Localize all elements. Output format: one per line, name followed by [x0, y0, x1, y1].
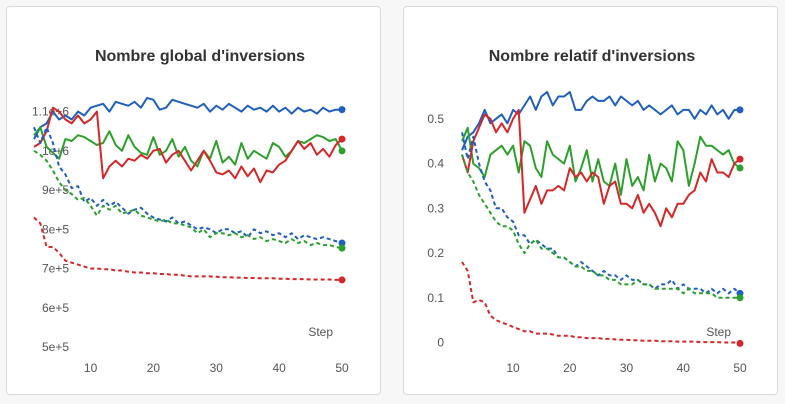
- series-line: [461, 132, 741, 295]
- series-line: [461, 108, 741, 228]
- series-line: [461, 154, 740, 299]
- y-tick-label: 9e+5: [42, 183, 69, 197]
- chart-panel-global: Nombre global d'inversions Step 5e+5 6e+5…: [6, 6, 381, 395]
- series-line: [33, 96, 342, 140]
- series-line: [33, 106, 343, 184]
- x-tick-label: 40: [677, 361, 691, 375]
- y-tick-label: 0.2: [427, 246, 444, 260]
- series-end-point: [338, 106, 346, 114]
- x-tick-label: 10: [84, 361, 98, 375]
- series-end-point: [736, 294, 744, 302]
- y-tick-label: 8e+5: [42, 222, 69, 236]
- series-line: [461, 91, 740, 151]
- y-tick-label: 0.1: [427, 291, 444, 305]
- x-tick-label: 30: [210, 361, 224, 375]
- series-end-point: [338, 244, 346, 252]
- x-tick-label: 50: [733, 361, 747, 375]
- chart-title: Nombre relatif d'inversions: [489, 48, 696, 65]
- series-line: [33, 126, 343, 244]
- series-line: [33, 216, 342, 281]
- series-end-point: [338, 135, 346, 143]
- y-tick-label: 0.3: [427, 201, 444, 215]
- x-tick-label: 10: [506, 361, 520, 375]
- x-tick-label: 20: [563, 361, 577, 375]
- chart-panel-relative: Nombre relatif d'inversions Step 0 0.1 0.2…: [403, 6, 778, 395]
- chart-global-inversions: Nombre global d'inversions Step 5e+5 6e+5…: [32, 48, 349, 375]
- series-end-point: [338, 239, 346, 247]
- series-line: [461, 126, 741, 196]
- x-tick-label: 40: [272, 361, 286, 375]
- x-tick-label: 50: [335, 361, 349, 375]
- y-tick-label: 7e+5: [42, 262, 69, 276]
- x-tick-label: 20: [147, 361, 161, 375]
- series-end-point: [736, 106, 744, 114]
- chart-relative-inversions: Nombre relatif d'inversions Step 0 0.1 0.2…: [427, 48, 747, 375]
- series-end-point: [736, 339, 744, 347]
- y-tick-label: 1.1e+6: [32, 105, 69, 119]
- y-tick-label: 0.5: [427, 112, 444, 126]
- series-end-point: [338, 147, 346, 155]
- chart-title: Nombre global d'inversions: [95, 48, 305, 65]
- series-line: [33, 126, 343, 168]
- y-tick-label: 6e+5: [42, 301, 69, 315]
- series-end-point: [338, 276, 346, 284]
- series-line: [461, 261, 741, 345]
- y-tick-label: 5e+5: [42, 340, 69, 354]
- x-axis-label: Step: [308, 325, 333, 339]
- series-end-point: [736, 164, 744, 172]
- x-tick-label: 30: [620, 361, 634, 375]
- series-line: [33, 149, 343, 250]
- y-tick-label: 0: [437, 336, 444, 350]
- series-end-point: [736, 155, 744, 163]
- x-axis-label: Step: [706, 325, 731, 339]
- y-tick-label: 0.4: [427, 157, 444, 171]
